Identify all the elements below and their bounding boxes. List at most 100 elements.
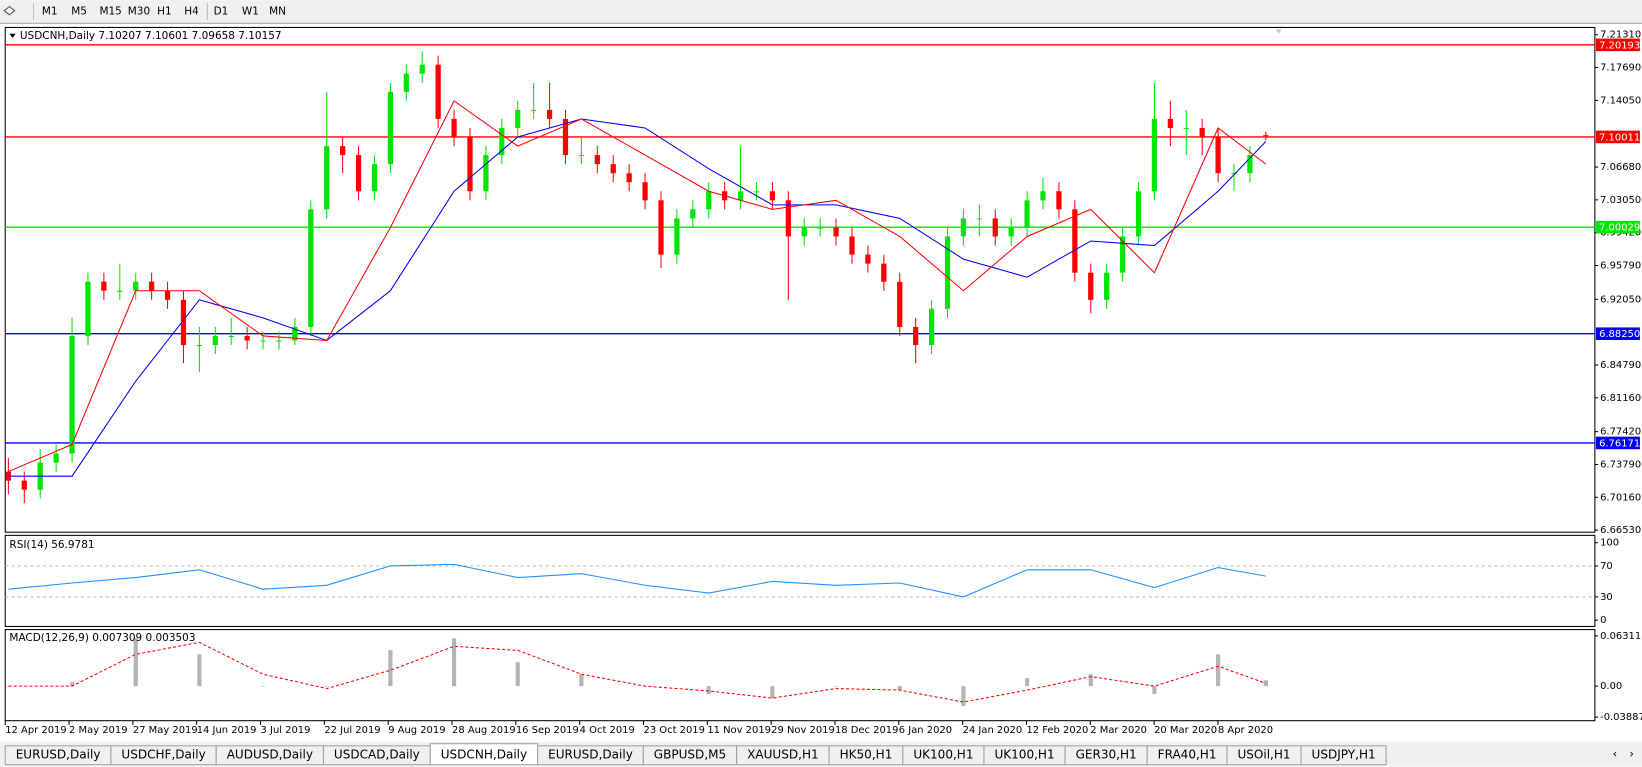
candle-body bbox=[706, 191, 712, 210]
candle-body bbox=[419, 64, 425, 74]
y-tick-label: 6.81160 bbox=[1600, 393, 1641, 404]
candle-body bbox=[531, 109, 537, 111]
chart-tab-label[interactable]: USDCAD,Daily bbox=[334, 748, 420, 762]
x-tick-label: 14 Jun 2019 bbox=[197, 725, 257, 736]
chart-tab-label[interactable]: USDCHF,Daily bbox=[121, 748, 205, 762]
macd-histogram-bar bbox=[69, 682, 75, 687]
timeframe-button[interactable]: W1 bbox=[242, 6, 259, 18]
chart-tab-label[interactable]: GER30,H1 bbox=[1076, 748, 1137, 762]
candle-body bbox=[276, 340, 282, 342]
candle-body bbox=[1072, 209, 1078, 273]
chart-tab-label[interactable]: UK100,H1 bbox=[913, 748, 973, 762]
candle-body bbox=[674, 218, 680, 255]
chart-tab-label[interactable]: USDJPY,H1 bbox=[1312, 748, 1376, 762]
level-price-label: 7.00029 bbox=[1599, 223, 1640, 234]
candle-body bbox=[1215, 137, 1221, 174]
timeframe-button[interactable]: M30 bbox=[128, 6, 150, 18]
chart-tab-label[interactable]: UK100,H1 bbox=[994, 748, 1054, 762]
candle-body bbox=[769, 191, 776, 201]
y-tick-label: 7.06680 bbox=[1600, 162, 1641, 173]
y-tick-label: 30 bbox=[1600, 592, 1613, 603]
candle-body bbox=[546, 109, 553, 119]
timeframe-button[interactable]: M1 bbox=[42, 6, 58, 18]
chart-tab[interactable] bbox=[1300, 745, 1387, 766]
candle-body bbox=[594, 155, 600, 165]
chart-tab-label[interactable]: EURUSD,Daily bbox=[548, 748, 633, 762]
timeframe-button[interactable]: M15 bbox=[99, 6, 121, 18]
candle-body bbox=[1104, 272, 1110, 300]
candle-body bbox=[324, 146, 330, 210]
candle-body bbox=[610, 164, 616, 174]
macd-histogram-bar bbox=[579, 674, 584, 687]
level-price-label: 6.76171 bbox=[1599, 438, 1640, 449]
candle-body bbox=[292, 326, 298, 341]
tab-scroll-right[interactable]: › bbox=[1629, 747, 1634, 761]
candle-body bbox=[117, 290, 123, 292]
candle-body bbox=[658, 200, 664, 255]
candle-body bbox=[1024, 200, 1030, 228]
candle-body bbox=[960, 218, 967, 237]
candle-body bbox=[865, 254, 871, 264]
macd-histogram-bar bbox=[451, 638, 457, 687]
y-tick-label: 7.17690 bbox=[1600, 62, 1641, 73]
candle-body bbox=[435, 64, 441, 119]
y-tick-label: 6.66530 bbox=[1600, 525, 1641, 536]
candle-body bbox=[913, 326, 919, 346]
rsi-panel bbox=[4, 534, 1596, 627]
y-tick-label: -0.038872 bbox=[1600, 712, 1642, 723]
candle-body bbox=[1263, 135, 1269, 137]
x-tick-label: 18 Dec 2019 bbox=[835, 725, 898, 736]
x-tick-label: 11 Nov 2019 bbox=[707, 725, 771, 736]
candle-body bbox=[228, 335, 234, 338]
indicator-line bbox=[8, 641, 1267, 703]
candle-body bbox=[833, 227, 839, 237]
macd-panel bbox=[4, 629, 1596, 722]
chart-menu-arrow[interactable] bbox=[9, 33, 16, 38]
candle-body bbox=[85, 281, 91, 336]
toolbar-icon[interactable] bbox=[3, 5, 16, 16]
candle-body bbox=[1119, 236, 1126, 273]
tab-scroll-left[interactable]: ‹ bbox=[1613, 747, 1618, 761]
price-panel bbox=[4, 26, 1596, 533]
candle-body bbox=[753, 191, 760, 193]
candle-body bbox=[801, 227, 807, 237]
y-tick-label: 6.73790 bbox=[1600, 459, 1641, 470]
chart-tab-label[interactable]: GBPUSD,M5 bbox=[654, 748, 726, 762]
chart-tab-label[interactable]: HK50,H1 bbox=[840, 748, 893, 762]
candle-body bbox=[1135, 191, 1142, 237]
candle-body bbox=[642, 182, 648, 201]
timeframe-button[interactable]: D1 bbox=[214, 6, 229, 18]
candle-body bbox=[737, 191, 744, 201]
chart-tab-label[interactable]: AUDUSD,Daily bbox=[227, 748, 313, 762]
timeframe-button[interactable]: H1 bbox=[157, 6, 172, 18]
x-tick-label: 22 Jul 2019 bbox=[324, 725, 380, 736]
y-tick-label: 6.77420 bbox=[1600, 427, 1641, 438]
candle-body bbox=[928, 308, 935, 346]
candle-body bbox=[212, 335, 218, 346]
candle-body bbox=[21, 480, 27, 490]
timeframe-button[interactable]: M5 bbox=[71, 6, 87, 18]
timeframe-button[interactable]: MN bbox=[269, 6, 286, 18]
timeframe-button[interactable]: H4 bbox=[184, 6, 199, 18]
candle-body bbox=[308, 209, 314, 327]
macd-histogram-bar bbox=[833, 686, 839, 687]
chart-tab-label[interactable]: EURUSD,Daily bbox=[16, 748, 101, 762]
x-tick-label: 12 Apr 2019 bbox=[5, 725, 66, 736]
indicator-line bbox=[8, 563, 1266, 598]
y-tick-label: 0.00 bbox=[1600, 681, 1622, 692]
candle-body bbox=[785, 200, 791, 237]
chart-tab-label[interactable]: XAUUSD,H1 bbox=[747, 748, 819, 762]
chart-tab-label[interactable]: USOil,H1 bbox=[1237, 748, 1290, 762]
macd-histogram-bar bbox=[260, 686, 266, 687]
toolbar bbox=[0, 0, 1642, 24]
candle-body bbox=[849, 236, 855, 255]
candle-body bbox=[1231, 173, 1237, 175]
x-tick-label: 8 Apr 2020 bbox=[1218, 725, 1273, 736]
macd-histogram-bar bbox=[1088, 674, 1093, 687]
chart-tab-label[interactable]: FRA40,H1 bbox=[1158, 748, 1217, 762]
y-tick-label: 6.70160 bbox=[1600, 492, 1641, 503]
chart-tab-label[interactable]: USDCNH,Daily bbox=[441, 748, 527, 762]
x-tick-label: 9 Aug 2019 bbox=[388, 725, 445, 736]
